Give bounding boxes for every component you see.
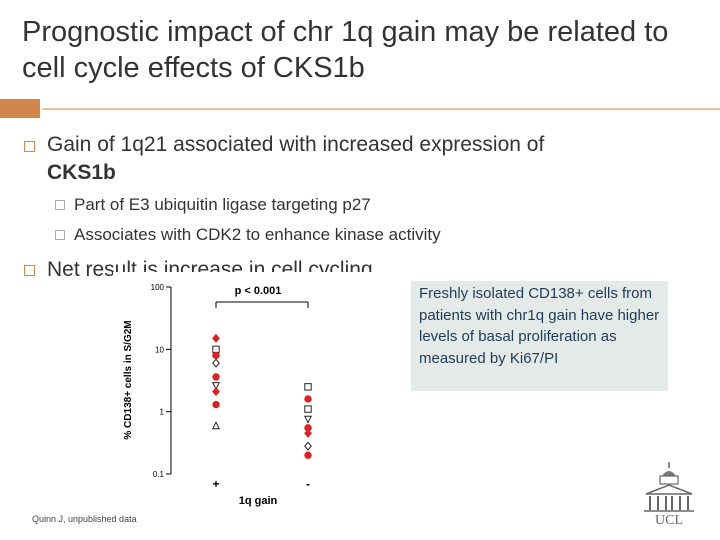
data-point — [304, 451, 312, 459]
data-point — [212, 358, 220, 368]
data-point — [212, 351, 220, 360]
x-axis-label: 1q gain — [239, 495, 278, 507]
bullet-1-text: Gain of 1q21 associated with increased e… — [47, 133, 545, 156]
logo-text: UCL — [655, 513, 683, 526]
x-category-label: + — [212, 477, 219, 491]
callout-box: Freshly isolated CD138+ cells from patie… — [411, 281, 668, 391]
bullet-1: Gain of 1q21 associated with increased e… — [47, 131, 687, 187]
y-ticks: 100 10 1 0.1 — [151, 283, 171, 479]
title-rule-accent — [0, 99, 40, 118]
data-point — [304, 428, 312, 438]
y-tick-label: 0.1 — [153, 470, 165, 479]
y-tick-label: 1 — [160, 408, 165, 417]
sub-bullet-2: Associates with CDK2 to enhance kinase a… — [74, 225, 441, 244]
data-point — [303, 415, 313, 424]
data-point — [212, 387, 220, 397]
ucl-portico-icon: UCL — [644, 462, 694, 526]
y-tick-label: 10 — [155, 345, 164, 354]
scatter-chart: p < 0.001 1q gain % CD138+ cells in S/G2… — [113, 272, 393, 512]
y-axis-label: % CD138+ cells in S/G2M — [123, 320, 134, 439]
sub-bullet-icon — [55, 230, 65, 240]
data-point — [304, 405, 312, 413]
chart-background — [113, 272, 393, 512]
x-category-label: - — [306, 477, 310, 491]
data-point — [212, 345, 220, 354]
x-categories: + - — [212, 477, 310, 491]
bullet-1-bold: CKS1b — [47, 161, 116, 184]
slide-title: Prognostic impact of chr 1q gain may be … — [22, 16, 669, 84]
credit-text: Quinn J, unpublished data — [32, 514, 137, 524]
data-points — [211, 333, 313, 459]
data-point — [211, 421, 221, 430]
bullet-square-icon — [24, 265, 35, 276]
data-point — [212, 373, 220, 381]
chart-title: p < 0.001 — [235, 285, 282, 297]
data-point — [211, 382, 221, 391]
sub-bullet-1: Part of E3 ubiquitin ligase targeting p2… — [74, 195, 371, 214]
sub-bullet-icon — [55, 200, 65, 210]
bullet-square-icon — [24, 141, 35, 152]
y-tick-label: 100 — [151, 283, 165, 292]
data-point — [304, 441, 312, 451]
data-point — [304, 383, 312, 391]
title-rule-line — [42, 108, 720, 110]
data-point — [212, 400, 220, 409]
data-point — [304, 395, 312, 403]
data-point — [212, 333, 220, 343]
